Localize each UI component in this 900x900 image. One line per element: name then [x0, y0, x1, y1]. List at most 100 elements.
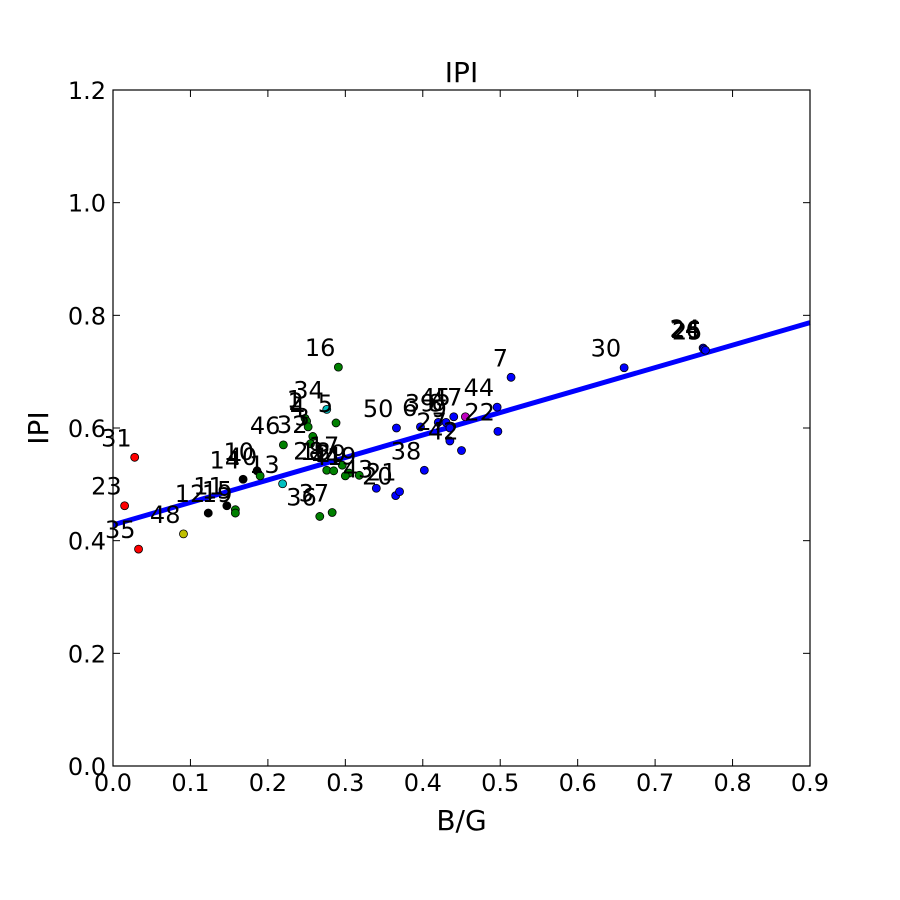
axis-ticks: 0.0 0.1 0.2 0.3 0.4 0.5 0.6 0.7 0.8 0.9 0.0 0.2 0.4 0…: [68, 77, 829, 797]
scatter-point: [445, 423, 455, 433]
point-label: 23: [91, 473, 122, 501]
y-tick-label: 0.8: [68, 302, 106, 330]
point-label: 44: [464, 374, 495, 402]
scatter-points: [120, 343, 710, 554]
point-label: 48: [150, 501, 181, 529]
y-tick-label: 0.4: [68, 528, 106, 556]
y-tick-label: 0.0: [68, 753, 106, 781]
scatter-point: [179, 529, 188, 539]
scatter-point: [329, 466, 339, 476]
scatter-point: [619, 363, 629, 373]
scatter-point: [238, 474, 248, 484]
scatter-point: [395, 487, 404, 497]
scatter-point: [203, 508, 213, 518]
y-tick-label: 1.0: [68, 190, 106, 218]
scatter-point: [419, 465, 429, 475]
scatter-point: [445, 436, 455, 446]
scatter-point: [130, 452, 140, 462]
y-axis-title: IPI: [22, 411, 55, 444]
scatter-point: [492, 402, 502, 412]
point-label: 45: [420, 384, 451, 412]
y-tick-label: 0.6: [68, 415, 106, 443]
point-label: 38: [391, 437, 422, 465]
scatter-point: [333, 362, 343, 372]
scatter-point: [354, 470, 364, 480]
point-label: 8: [428, 389, 443, 417]
point-label: 31: [101, 424, 132, 452]
scatter-point: [278, 440, 288, 450]
scatter-point: [327, 508, 337, 517]
point-label: 16: [305, 334, 336, 362]
point-label: 12: [175, 480, 206, 508]
point-label: 46: [250, 412, 281, 440]
point-label: 6: [402, 394, 417, 422]
x-tick-label: 0.8: [713, 769, 751, 797]
point-label: 27: [416, 408, 447, 436]
point-label: 34: [293, 376, 324, 404]
scatter-point: [371, 483, 381, 493]
point-label: 4: [290, 394, 305, 422]
point-label: 39: [405, 389, 436, 417]
scatter-point: [315, 512, 325, 521]
point-label: 43: [343, 455, 374, 483]
plot-frame: [112, 89, 811, 767]
fit-line: [112, 320, 811, 528]
scatter-point: [392, 423, 401, 433]
scatter-point: [506, 372, 516, 382]
x-tick-label: 0.0: [94, 769, 132, 797]
x-tick-label: 0.6: [559, 769, 597, 797]
point-label: 11: [193, 473, 224, 501]
scatter-point: [134, 544, 143, 554]
point-label: 2: [288, 388, 303, 416]
scatter-point: [416, 422, 425, 432]
scatter-point: [278, 479, 288, 489]
x-tick-label: 0.3: [326, 769, 364, 797]
fit-line-group: [112, 320, 811, 528]
scatter-point: [306, 439, 315, 449]
y-tick-label: 0.2: [68, 640, 106, 668]
point-label: 22: [464, 398, 495, 426]
scatter-point: [255, 471, 265, 481]
scatter-point: [331, 418, 341, 428]
point-label: 1: [287, 385, 302, 413]
point-label: 26: [670, 316, 701, 344]
point-label: 20: [362, 463, 393, 491]
scatter-point: [340, 471, 350, 481]
point-label: 10: [223, 438, 254, 466]
scatter-point: [457, 446, 466, 455]
point-label: 19: [202, 480, 233, 508]
point-label: 29: [316, 440, 347, 468]
point-label: 25: [672, 317, 703, 345]
scatter-point: [222, 501, 232, 511]
x-tick-label: 0.7: [636, 769, 674, 797]
scatter-point: [120, 501, 130, 511]
point-label: 7: [493, 344, 508, 372]
x-tick-label: 0.4: [404, 769, 442, 797]
x-tick-label: 0.1: [171, 769, 209, 797]
point-label: 28: [293, 437, 324, 465]
point-label: 32: [277, 411, 308, 439]
point-label: 15: [202, 477, 233, 505]
scatter-point: [303, 422, 313, 432]
point-label: 5: [318, 390, 333, 418]
point-label: 17: [309, 432, 340, 460]
x-axis-title: B/G: [436, 804, 486, 837]
scatter-point: [460, 412, 470, 422]
point-label: 41: [312, 443, 343, 471]
scatter-point: [701, 345, 710, 355]
x-tick-label: 0.5: [481, 769, 519, 797]
point-label: 37: [299, 480, 330, 508]
scatter-point: [493, 426, 503, 436]
point-label: 49: [326, 442, 357, 470]
point-label: 9: [432, 395, 447, 423]
chart-title: IPI: [445, 56, 478, 89]
point-label: 40: [227, 443, 258, 471]
scatter-point: [322, 405, 332, 414]
point-label: 35: [105, 516, 136, 544]
point-label: 13: [249, 451, 280, 479]
scatter-point: [449, 412, 459, 422]
point-label: 36: [286, 483, 317, 511]
point-label: 47: [432, 384, 463, 412]
